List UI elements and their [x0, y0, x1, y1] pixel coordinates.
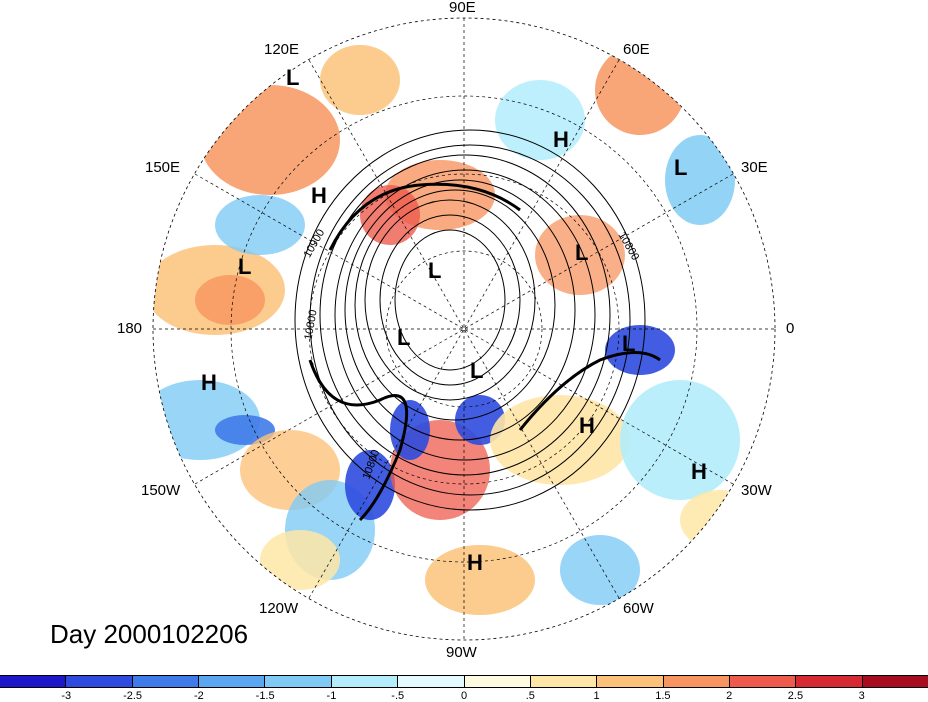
- colorbar-swatch: [796, 676, 863, 687]
- colorbar-swatch: [0, 676, 67, 687]
- longitude-label-30e: 30E: [741, 159, 768, 176]
- colorbar-swatch: [597, 676, 664, 687]
- high-pressure-marker: H: [311, 183, 327, 208]
- colorbar-tick-label: 1: [593, 690, 600, 702]
- colorbar-tick-label: 0: [460, 690, 468, 702]
- map-boundary: [152, 17, 776, 641]
- colorbar-swatch: [464, 676, 531, 687]
- longitude-label-120e: 120E: [264, 41, 300, 58]
- colorbar-tick-label: -1: [326, 690, 337, 702]
- colorbar-tick-label: .5: [525, 690, 535, 702]
- low-pressure-marker: L: [575, 240, 589, 265]
- colorbar-swatch: [132, 676, 200, 687]
- colorbar-tick-label: -1.5: [255, 690, 275, 702]
- colorbar-swatch: [66, 676, 133, 687]
- colorbar-swatch: [199, 676, 266, 687]
- colorbar-swatch: [398, 676, 465, 687]
- map-title: Day 2000102206: [50, 619, 249, 649]
- colorbar-swatch: [331, 676, 399, 687]
- colorbar-swatch: [663, 676, 730, 687]
- graticule: [153, 18, 775, 640]
- low-pressure-marker: L: [622, 331, 636, 356]
- longitude-label-0: 0: [786, 320, 795, 337]
- high-pressure-marker: H: [467, 550, 483, 575]
- longitude-label-30w: 30W: [741, 482, 772, 499]
- high-pressure-marker: H: [201, 370, 217, 395]
- longitude-label-60w: 60W: [623, 600, 654, 617]
- colorbar-tick-label: 1.5: [655, 690, 671, 702]
- colorbar-labels: -3 -2.5 -2 -1.5 -1 -.5 0 .5 1 1.5 2 2.5 3: [0, 690, 928, 702]
- colorbar-tick-label: -2.5: [123, 690, 143, 702]
- colorbar-tick-label: 2: [726, 690, 733, 702]
- longitude-label-150e: 150E: [145, 159, 181, 176]
- low-pressure-marker: L: [286, 65, 300, 90]
- high-pressure-marker: H: [553, 127, 569, 152]
- longitude-label-90w: 90W: [446, 644, 477, 661]
- colorbar-swatch: [862, 676, 928, 687]
- height-contours: [294, 129, 661, 522]
- longitude-label-120w: 120W: [259, 600, 299, 617]
- colorbar-tick-label: -3: [61, 690, 72, 702]
- low-pressure-marker: L: [428, 258, 442, 283]
- contour-label: 10800: [303, 309, 320, 341]
- low-pressure-marker: L: [470, 358, 484, 383]
- colorbar-swatch: [265, 676, 332, 687]
- colorbar-tick-label: -2: [193, 690, 204, 702]
- anomaly-field: [153, 45, 760, 615]
- longitude-label-60e: 60E: [623, 41, 650, 58]
- low-pressure-marker: L: [397, 325, 411, 350]
- high-pressure-marker: H: [579, 413, 595, 438]
- longitude-label-180: 180: [117, 320, 143, 337]
- low-pressure-marker: L: [238, 254, 252, 279]
- longitude-label-150w: 150W: [141, 482, 181, 499]
- high-pressure-marker: H: [691, 459, 707, 484]
- low-pressure-marker: L: [674, 155, 688, 180]
- colorbar-swatch: [530, 676, 598, 687]
- colorbar-tick-label: 3: [858, 690, 865, 702]
- colorbar-tick-label: -.5: [391, 690, 405, 702]
- colorbar-tick-label: 2.5: [787, 690, 804, 702]
- colorbar: [0, 675, 928, 688]
- longitude-label-90e: 90E: [449, 0, 476, 16]
- colorbar-swatch: [729, 676, 797, 687]
